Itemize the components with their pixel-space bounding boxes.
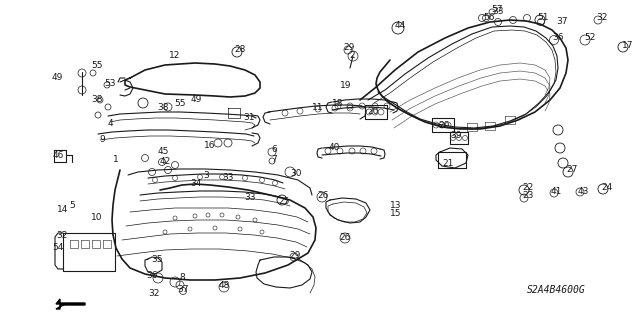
Text: 53: 53 <box>104 79 116 88</box>
Text: 38: 38 <box>92 95 103 105</box>
Text: 1: 1 <box>113 155 119 165</box>
Text: 14: 14 <box>58 205 68 214</box>
Text: 31: 31 <box>243 114 255 122</box>
Text: 16: 16 <box>204 140 216 150</box>
Text: 21: 21 <box>442 159 454 167</box>
Text: 27: 27 <box>566 166 578 174</box>
Text: 54: 54 <box>52 242 64 251</box>
Text: 32: 32 <box>596 13 608 23</box>
Text: 26: 26 <box>317 190 329 199</box>
Text: 52: 52 <box>584 33 596 42</box>
Text: 17: 17 <box>622 41 634 49</box>
Text: 25: 25 <box>278 197 290 206</box>
Text: 36: 36 <box>552 33 564 42</box>
Text: 24: 24 <box>602 183 612 192</box>
Circle shape <box>347 105 353 111</box>
Text: 39: 39 <box>451 131 461 140</box>
Text: 5: 5 <box>69 201 75 210</box>
Circle shape <box>297 108 303 114</box>
Text: 23: 23 <box>522 191 534 201</box>
Text: 37: 37 <box>556 18 568 26</box>
Text: 37: 37 <box>177 286 189 294</box>
Text: 9: 9 <box>99 136 105 145</box>
Text: 2: 2 <box>349 50 355 60</box>
Text: 3: 3 <box>203 170 209 180</box>
Text: 11: 11 <box>312 103 324 113</box>
Text: 32: 32 <box>56 231 68 240</box>
Text: 12: 12 <box>170 50 180 60</box>
Text: 51: 51 <box>537 12 548 21</box>
Text: 10: 10 <box>92 213 103 222</box>
Text: 33: 33 <box>492 8 504 17</box>
Text: 38: 38 <box>157 103 169 113</box>
Text: 43: 43 <box>577 188 589 197</box>
Text: 22: 22 <box>522 183 534 192</box>
Text: 20: 20 <box>367 108 379 116</box>
Text: 8: 8 <box>179 273 185 283</box>
Text: 15: 15 <box>390 209 402 218</box>
Text: 40: 40 <box>328 144 340 152</box>
Circle shape <box>315 106 321 112</box>
Text: 41: 41 <box>550 188 562 197</box>
Polygon shape <box>56 299 85 309</box>
Text: 29: 29 <box>289 250 301 259</box>
Text: 26: 26 <box>339 234 351 242</box>
Text: 36: 36 <box>147 271 157 279</box>
Text: 19: 19 <box>340 80 352 90</box>
Text: 55: 55 <box>174 99 186 108</box>
Text: 33: 33 <box>222 174 234 182</box>
Text: 48: 48 <box>218 280 230 290</box>
Text: 56: 56 <box>483 13 495 23</box>
Text: 46: 46 <box>52 151 64 160</box>
Text: 44: 44 <box>394 20 406 29</box>
Text: 30: 30 <box>291 169 301 179</box>
Text: 35: 35 <box>151 256 163 264</box>
Text: 42: 42 <box>159 158 171 167</box>
Text: 55: 55 <box>92 61 103 70</box>
Text: S2A4B4600G: S2A4B4600G <box>527 285 586 295</box>
Text: 4: 4 <box>107 118 113 128</box>
Text: 33: 33 <box>244 194 256 203</box>
Text: 34: 34 <box>190 179 202 188</box>
Circle shape <box>282 110 288 116</box>
Text: 7: 7 <box>271 155 277 165</box>
Text: 57: 57 <box>492 5 503 14</box>
Text: 49: 49 <box>51 73 63 83</box>
Text: 45: 45 <box>157 147 169 157</box>
Text: 18: 18 <box>332 99 344 108</box>
Text: 32: 32 <box>148 288 160 298</box>
Text: 49: 49 <box>190 95 202 105</box>
Text: 20: 20 <box>438 122 450 130</box>
Text: 13: 13 <box>390 201 402 210</box>
Text: 28: 28 <box>234 46 246 55</box>
Text: 29: 29 <box>343 42 355 51</box>
Circle shape <box>332 105 338 111</box>
Text: 6: 6 <box>271 145 277 154</box>
